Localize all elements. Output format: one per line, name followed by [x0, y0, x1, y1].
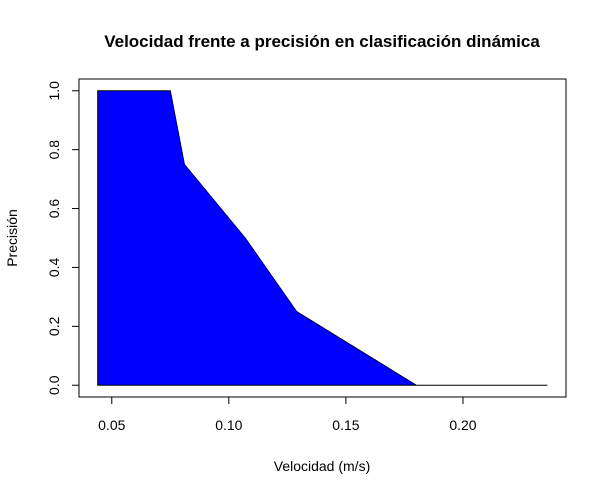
data-point	[97, 90, 98, 91]
x-tick-label: 0.05	[98, 417, 125, 433]
x-tick-label: 0.20	[449, 417, 476, 433]
y-tick-label: 0.6	[46, 199, 62, 219]
y-tick-label: 1.0	[46, 81, 62, 101]
x-axis-label: Velocidad (m/s)	[274, 458, 370, 474]
data-point	[170, 90, 171, 91]
y-axis: 0.0 0.2 0.4 0.6 0.8 1.0	[46, 81, 80, 395]
data-point	[416, 385, 417, 386]
data-point	[547, 385, 548, 386]
plot-area	[78, 78, 567, 398]
y-tick-label: 0.4	[46, 258, 62, 278]
y-tick-label: 0.2	[46, 316, 62, 336]
y-tick-label: 0.8	[46, 140, 62, 160]
x-tick-label: 0.15	[332, 417, 359, 433]
x-tick-label: 0.10	[215, 417, 242, 433]
y-axis-label: Precisión	[4, 209, 20, 267]
data-point	[184, 164, 185, 165]
area-series	[97, 90, 548, 386]
data-point	[245, 238, 246, 239]
chart-title: Velocidad frente a precisión en clasific…	[104, 32, 540, 51]
data-point	[296, 311, 297, 312]
x-axis: 0.05 0.10 0.15 0.20	[98, 396, 477, 433]
y-tick-label: 0.0	[46, 375, 62, 395]
